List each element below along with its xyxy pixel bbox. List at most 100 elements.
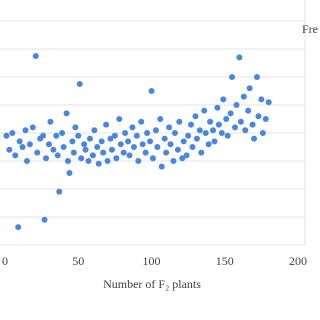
point xyxy=(9,130,16,136)
point xyxy=(218,130,225,136)
point xyxy=(240,93,247,100)
point xyxy=(147,138,154,145)
point xyxy=(53,132,60,139)
point xyxy=(81,141,88,148)
point xyxy=(262,116,269,122)
point xyxy=(148,88,155,94)
point xyxy=(171,130,178,136)
point xyxy=(242,127,249,134)
point xyxy=(229,74,236,80)
point xyxy=(129,124,136,131)
point xyxy=(15,224,22,231)
point xyxy=(86,135,93,142)
point xyxy=(94,144,101,150)
point xyxy=(232,124,239,131)
point xyxy=(233,102,240,108)
point xyxy=(6,146,13,153)
point xyxy=(125,138,132,145)
point xyxy=(211,138,218,145)
point xyxy=(193,135,200,142)
point xyxy=(157,116,164,122)
point xyxy=(139,141,146,148)
point xyxy=(103,121,110,128)
point xyxy=(201,107,208,114)
point xyxy=(91,127,98,134)
point xyxy=(214,104,221,111)
point xyxy=(63,110,70,117)
annotation: Fre xyxy=(302,22,318,36)
point xyxy=(69,138,76,145)
point xyxy=(188,121,195,128)
point xyxy=(205,141,212,148)
point xyxy=(47,118,54,125)
point xyxy=(265,99,272,106)
point xyxy=(170,158,177,164)
point xyxy=(116,116,123,122)
point xyxy=(245,107,252,114)
point xyxy=(78,155,85,162)
point xyxy=(32,53,39,59)
point xyxy=(60,144,67,150)
point xyxy=(100,149,107,156)
point xyxy=(161,135,168,142)
point xyxy=(43,155,50,162)
point xyxy=(255,113,262,120)
point xyxy=(183,152,190,159)
point xyxy=(196,127,203,134)
point xyxy=(64,158,71,164)
point xyxy=(224,132,231,139)
point xyxy=(249,121,256,128)
point xyxy=(98,138,105,145)
point xyxy=(174,146,181,153)
point xyxy=(59,130,66,136)
point xyxy=(163,149,170,156)
point xyxy=(149,155,156,162)
point xyxy=(111,132,118,139)
x-tick-label: 200 xyxy=(289,254,307,268)
point xyxy=(135,158,142,164)
point xyxy=(54,152,61,159)
point xyxy=(236,54,243,61)
point xyxy=(3,132,10,139)
x-tick-label: 0 xyxy=(2,254,8,268)
point xyxy=(259,130,266,136)
point xyxy=(56,188,63,195)
point xyxy=(185,132,192,139)
point xyxy=(95,160,102,167)
point xyxy=(202,130,209,136)
point xyxy=(122,130,129,136)
point xyxy=(89,152,96,159)
point xyxy=(12,152,19,159)
point xyxy=(108,146,115,153)
point xyxy=(70,149,77,156)
point xyxy=(210,127,217,134)
point xyxy=(104,158,111,164)
point xyxy=(50,146,57,153)
point xyxy=(152,127,159,134)
point xyxy=(167,141,174,148)
point xyxy=(16,138,23,145)
point xyxy=(19,144,26,150)
point xyxy=(207,118,214,125)
point xyxy=(251,135,258,142)
point xyxy=(85,158,92,164)
point xyxy=(40,132,47,139)
point xyxy=(258,96,265,103)
point xyxy=(82,146,89,153)
point xyxy=(253,74,260,80)
point xyxy=(246,85,253,92)
point xyxy=(107,135,114,142)
point xyxy=(76,81,83,87)
x-tick-label: 150 xyxy=(216,254,234,268)
point xyxy=(223,116,230,122)
point xyxy=(66,170,73,177)
point xyxy=(144,130,151,136)
point xyxy=(237,118,244,125)
point xyxy=(142,149,149,156)
point xyxy=(179,155,186,162)
x-tick-label: 50 xyxy=(72,254,84,268)
point xyxy=(192,113,199,120)
point xyxy=(45,141,52,148)
point xyxy=(198,149,205,156)
point xyxy=(189,144,196,150)
